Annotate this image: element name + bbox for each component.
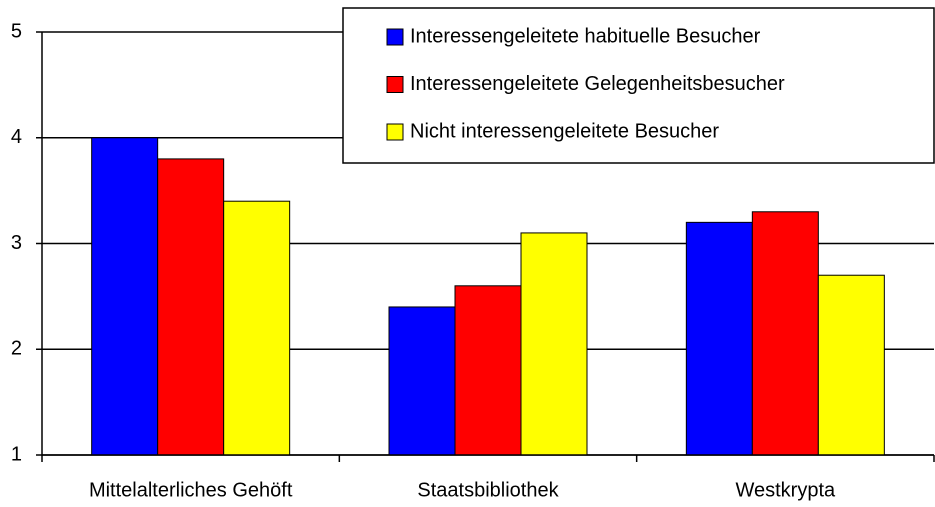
bar <box>388 306 456 456</box>
bar <box>520 232 588 456</box>
bar <box>454 285 522 456</box>
bar <box>91 137 159 456</box>
legend-swatch <box>386 28 404 46</box>
x-tick-label: Westkrypta <box>735 479 836 501</box>
y-tick-label: 1 <box>11 443 22 465</box>
bar <box>751 211 819 456</box>
legend-box <box>342 7 935 164</box>
bar <box>157 158 225 456</box>
bar <box>223 200 291 456</box>
x-tick-label: Mittelalterliches Gehöft <box>89 479 293 501</box>
y-tick-label: 3 <box>11 232 22 254</box>
bar <box>817 274 885 456</box>
legend-label: Nicht interessengeleitete Besucher <box>410 120 719 142</box>
legend-swatch <box>386 76 404 93</box>
x-tick-label: Staatsbibliothek <box>417 479 559 501</box>
bar <box>685 221 753 456</box>
y-tick-label: 2 <box>11 338 22 360</box>
y-tick-label: 4 <box>11 126 22 148</box>
legend-swatch <box>386 123 404 141</box>
legend-label: Interessengeleitete Gelegenheitsbesucher <box>410 73 785 95</box>
legend-label: Interessengeleitete habituelle Besucher <box>410 25 761 47</box>
y-tick-label: 5 <box>11 20 22 42</box>
